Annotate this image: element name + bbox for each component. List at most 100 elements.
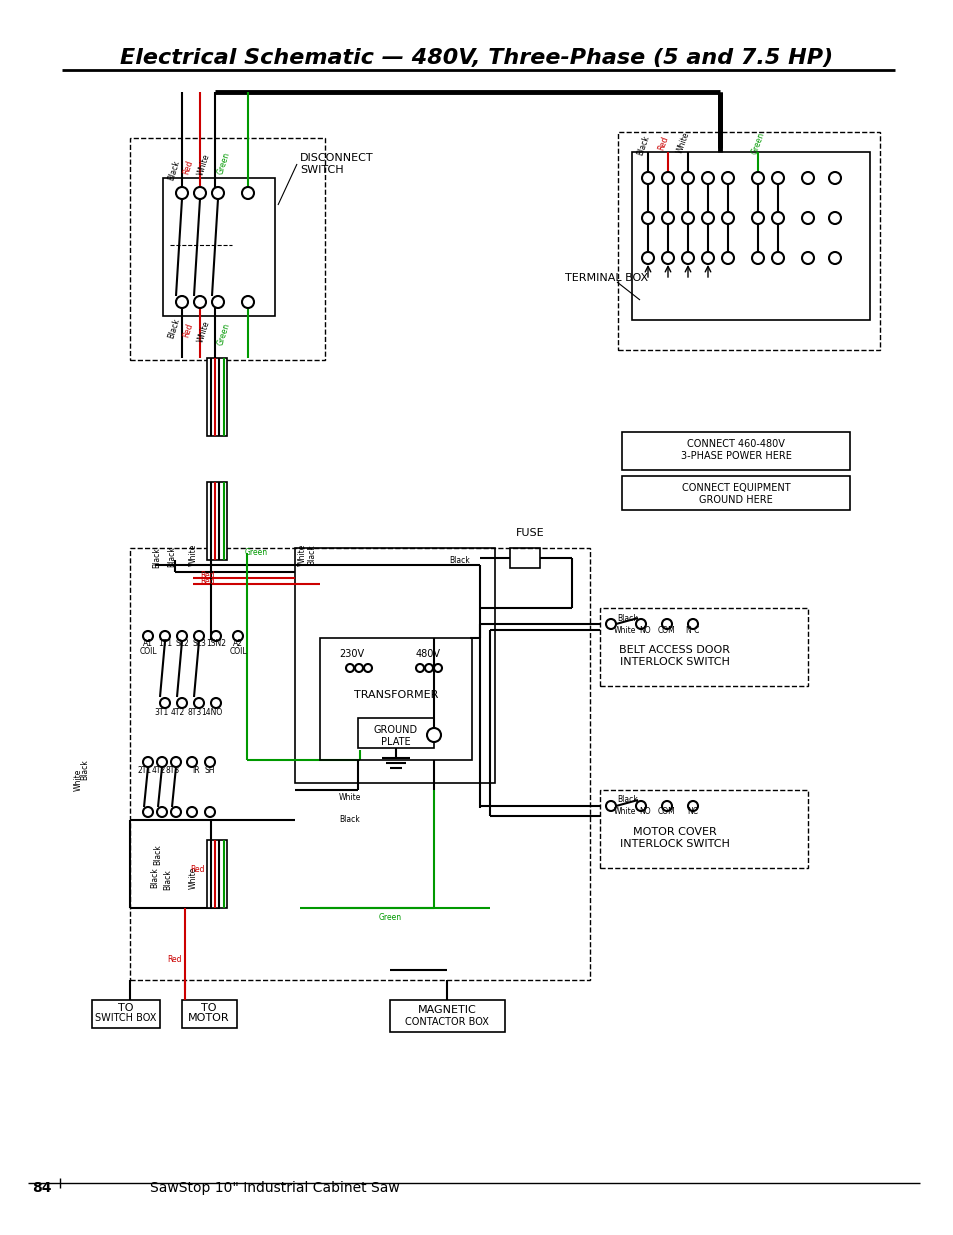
Text: Red: Red [181, 159, 194, 175]
Text: Black: Black [617, 614, 638, 622]
Circle shape [801, 252, 813, 264]
Circle shape [143, 757, 152, 767]
Text: COM: COM [658, 625, 675, 635]
Text: Black: Black [339, 815, 360, 825]
Text: 84: 84 [32, 1181, 51, 1195]
Text: 230V: 230V [339, 650, 364, 659]
Circle shape [193, 186, 206, 199]
Text: 3-PHASE POWER HERE: 3-PHASE POWER HERE [679, 451, 791, 461]
Circle shape [701, 212, 713, 224]
Circle shape [681, 172, 693, 184]
Text: Black: Black [151, 868, 159, 888]
Text: COIL: COIL [229, 646, 247, 656]
Bar [357, 718, 434, 748]
Text: SWITCH BOX: SWITCH BOX [95, 1013, 156, 1023]
Text: Green: Green [216, 321, 232, 346]
Text: Electrical Schematic — 480V, Three-Phase (5 and 7.5 HP): Electrical Schematic — 480V, Three-Phase… [120, 48, 833, 68]
Circle shape [416, 664, 423, 672]
Circle shape [212, 296, 224, 308]
Text: Black: Black [168, 547, 176, 567]
Bar [621, 432, 849, 471]
Bar [631, 152, 869, 320]
Text: GROUND HERE: GROUND HERE [699, 495, 772, 505]
Text: A1: A1 [143, 638, 152, 647]
Text: White: White [196, 153, 212, 177]
Circle shape [211, 698, 221, 708]
Bar [599, 790, 807, 868]
Bar [130, 138, 325, 359]
Circle shape [721, 172, 733, 184]
Circle shape [205, 757, 214, 767]
Circle shape [771, 252, 783, 264]
Circle shape [160, 631, 170, 641]
Text: Black: Black [152, 547, 161, 568]
Circle shape [424, 664, 433, 672]
Text: 480V: 480V [416, 650, 440, 659]
Text: A2: A2 [233, 638, 243, 647]
Text: Green: Green [216, 151, 232, 175]
Text: 8T3: 8T3 [188, 708, 202, 716]
Text: Black: Black [635, 133, 650, 157]
Circle shape [364, 664, 372, 672]
Bar [621, 475, 849, 510]
Text: INTERLOCK SWITCH: INTERLOCK SWITCH [619, 657, 729, 667]
Text: Red: Red [168, 956, 182, 965]
Circle shape [427, 727, 440, 742]
Text: NO: NO [639, 808, 650, 816]
Text: White: White [196, 320, 212, 345]
Circle shape [605, 802, 616, 811]
Text: PLATE: PLATE [381, 737, 411, 747]
Bar [182, 1000, 236, 1028]
Text: Black: Black [449, 556, 470, 564]
Circle shape [751, 252, 763, 264]
Circle shape [193, 631, 204, 641]
Circle shape [771, 212, 783, 224]
Circle shape [751, 172, 763, 184]
Text: CONNECT 460-480V: CONNECT 460-480V [686, 438, 784, 450]
Text: MAGNETIC: MAGNETIC [417, 1005, 476, 1015]
Circle shape [636, 802, 645, 811]
Circle shape [187, 806, 196, 818]
Text: Black: Black [163, 869, 172, 890]
Text: N C: N C [685, 625, 699, 635]
Circle shape [661, 619, 671, 629]
Text: IR: IR [192, 766, 199, 774]
Circle shape [751, 212, 763, 224]
Circle shape [828, 172, 841, 184]
Bar [618, 132, 879, 350]
Circle shape [171, 806, 181, 818]
Text: DISCONNECT: DISCONNECT [299, 153, 374, 163]
Text: FUSE: FUSE [516, 529, 544, 538]
Text: Black: Black [167, 316, 181, 340]
Text: TERMINAL BOX: TERMINAL BOX [564, 273, 647, 283]
Text: White: White [614, 625, 636, 635]
Circle shape [346, 664, 354, 672]
Text: Black: Black [153, 845, 162, 866]
Text: SWITCH: SWITCH [299, 165, 343, 175]
Text: Green: Green [245, 547, 268, 557]
Bar [207, 840, 227, 908]
Text: 8T3: 8T3 [166, 766, 180, 774]
Text: CONNECT EQUIPMENT: CONNECT EQUIPMENT [681, 483, 789, 493]
Circle shape [641, 212, 654, 224]
Circle shape [641, 252, 654, 264]
Circle shape [801, 172, 813, 184]
Circle shape [157, 806, 167, 818]
Text: White: White [189, 867, 197, 889]
Text: NO: NO [639, 625, 650, 635]
Text: COIL: COIL [139, 646, 156, 656]
Text: 1T1: 1T1 [158, 638, 172, 647]
Circle shape [681, 252, 693, 264]
Circle shape [828, 212, 841, 224]
Text: BELT ACCESS DOOR: BELT ACCESS DOOR [618, 645, 730, 655]
Circle shape [434, 664, 441, 672]
Bar [510, 548, 539, 568]
Circle shape [242, 186, 253, 199]
Circle shape [355, 664, 363, 672]
Text: Black: Black [80, 760, 90, 781]
Circle shape [171, 757, 181, 767]
Text: Red: Red [200, 577, 214, 585]
Circle shape [701, 172, 713, 184]
Text: GROUND: GROUND [374, 725, 417, 735]
Circle shape [661, 212, 673, 224]
